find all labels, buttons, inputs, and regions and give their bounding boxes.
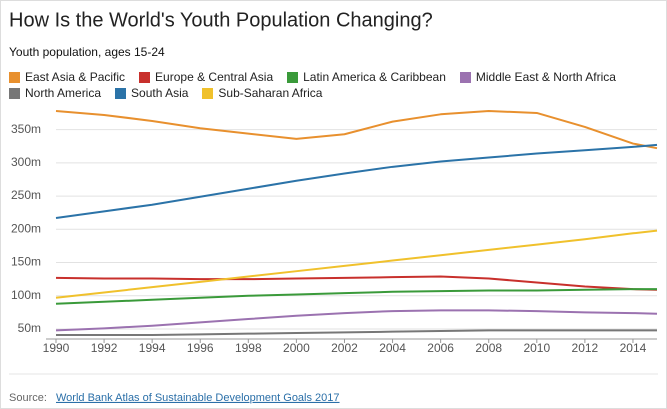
legend-swatch: [287, 71, 299, 83]
legend-item: Europe & Central Asia: [139, 70, 273, 84]
source-link[interactable]: World Bank Atlas of Sustainable Developm…: [56, 392, 340, 404]
x-tick-label: 2010: [523, 341, 550, 355]
series-line: [55, 229, 658, 299]
legend-label: Middle East & North Africa: [475, 70, 616, 84]
y-tick-label: 150m: [11, 255, 41, 269]
source-label: Source:: [9, 392, 47, 404]
legend-item: East Asia & Pacific: [9, 70, 125, 84]
y-tick-label: 300m: [11, 155, 41, 169]
legend-item: Latin America & Caribbean: [287, 70, 446, 84]
x-tick-label: 1992: [91, 341, 118, 355]
y-tick-label: 50m: [18, 321, 41, 335]
legend-label: East Asia & Pacific: [25, 70, 126, 84]
x-tick-label: 2004: [379, 341, 406, 355]
x-tick-label: 2008: [475, 341, 502, 355]
legend: East Asia & Pacific Europe & Central Asia…: [9, 70, 649, 100]
chart-subtitle: Youth population, ages 15-24: [9, 45, 165, 59]
x-tick-label: 1994: [139, 341, 166, 355]
x-tick-label: 1990: [43, 341, 70, 355]
legend-swatch: [9, 71, 20, 83]
y-tick-label: 200m: [11, 221, 41, 235]
series-line: [55, 309, 658, 332]
x-tick-label: 2014: [620, 341, 647, 355]
legend-label: North America: [25, 86, 102, 100]
legend-swatch: [139, 71, 151, 83]
legend-swatch: [115, 87, 127, 99]
x-tick-label: 2000: [283, 341, 310, 355]
series-line: [56, 329, 657, 337]
legend-label: Sub-Saharan Africa: [218, 86, 323, 100]
legend-label: Europe & Central Asia: [155, 70, 274, 84]
y-tick-label: 250m: [11, 188, 41, 202]
y-tick-label: 100m: [11, 288, 41, 302]
legend-swatch: [459, 71, 471, 83]
series-line: [55, 275, 658, 291]
x-tick-label: 1996: [187, 341, 214, 355]
legend-item: Middle East & North Africa: [459, 70, 616, 84]
x-tick-label: 2012: [572, 341, 599, 355]
x-tick-label: 2006: [427, 341, 454, 355]
series-line: [55, 109, 658, 150]
legend-swatch: [202, 87, 214, 99]
legend-item: South Asia: [115, 86, 188, 100]
legend-swatch: [9, 87, 20, 99]
series-line: [55, 143, 658, 219]
x-tick-label: 1998: [235, 341, 262, 355]
legend-item: Sub-Saharan Africa: [202, 86, 322, 100]
y-tick-label: 350m: [11, 122, 41, 136]
series-line: [55, 288, 657, 305]
x-tick-label: 2002: [331, 341, 358, 355]
legend-label: South Asia: [131, 86, 189, 100]
chart-title: How Is the World's Youth Population Chan…: [9, 9, 433, 31]
legend-label: Latin America & Caribbean: [303, 70, 446, 84]
legend-item: North America: [9, 86, 101, 100]
